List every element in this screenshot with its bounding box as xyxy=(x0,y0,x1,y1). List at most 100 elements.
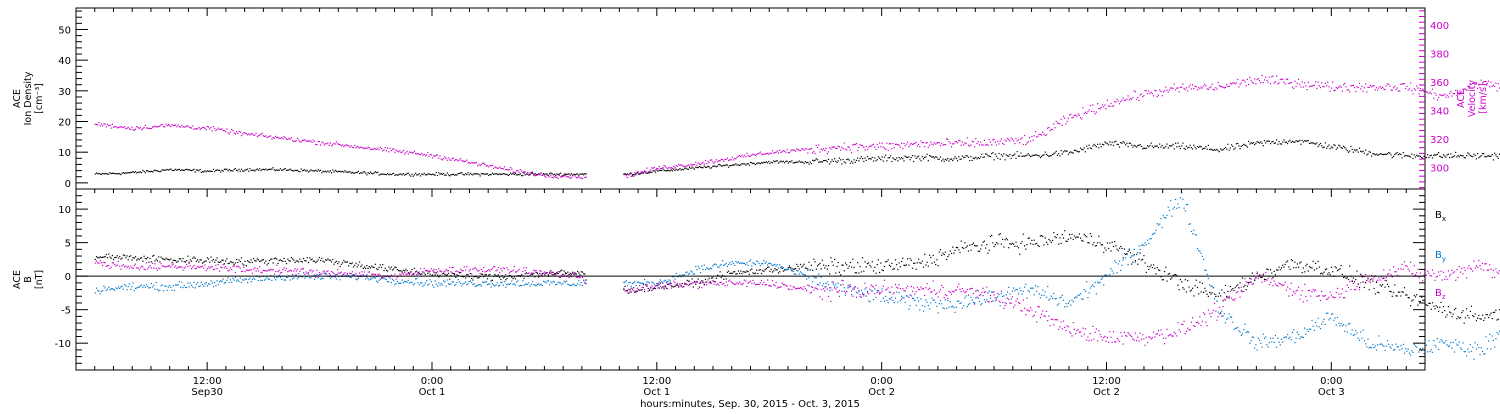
data-point xyxy=(387,148,388,149)
data-point xyxy=(154,260,155,261)
data-point xyxy=(1204,148,1205,149)
data-point xyxy=(1040,157,1041,158)
data-point xyxy=(777,269,778,270)
data-point xyxy=(192,258,193,259)
data-point xyxy=(1134,90,1135,91)
data-point xyxy=(900,147,901,148)
data-point xyxy=(379,149,380,150)
data-point xyxy=(129,256,130,257)
data-point xyxy=(1019,142,1020,143)
data-point xyxy=(577,271,578,272)
data-point xyxy=(662,168,663,169)
data-point xyxy=(933,255,934,256)
data-point xyxy=(832,146,833,147)
data-point xyxy=(891,161,892,162)
data-point xyxy=(840,150,841,151)
data-point xyxy=(458,160,459,161)
data-point xyxy=(441,173,442,174)
data-point xyxy=(533,175,534,176)
data-point xyxy=(1202,149,1203,150)
data-point xyxy=(878,156,879,157)
data-point xyxy=(241,135,242,136)
data-point xyxy=(206,171,207,172)
data-point xyxy=(432,274,433,275)
data-point xyxy=(984,156,985,157)
data-point xyxy=(1224,292,1225,293)
data-point xyxy=(1331,88,1332,89)
data-point xyxy=(888,150,889,151)
data-point xyxy=(181,169,182,170)
data-point xyxy=(727,164,728,165)
data-point xyxy=(484,174,485,175)
data-point xyxy=(1008,156,1009,157)
data-point xyxy=(477,277,478,278)
data-point xyxy=(403,173,404,174)
data-point xyxy=(514,174,515,175)
data-point xyxy=(729,165,730,166)
data-point xyxy=(1102,104,1103,105)
data-point xyxy=(772,271,773,272)
data-point xyxy=(1279,141,1280,142)
data-point xyxy=(895,259,896,260)
data-point xyxy=(825,148,826,149)
data-point xyxy=(642,289,643,290)
data-point xyxy=(874,157,875,158)
data-point xyxy=(1166,281,1167,282)
data-point xyxy=(1299,262,1300,263)
data-point xyxy=(1126,99,1127,100)
data-point xyxy=(1333,90,1334,91)
data-point xyxy=(1358,87,1359,88)
data-point xyxy=(335,170,336,171)
data-point xyxy=(347,172,348,173)
data-point xyxy=(285,261,286,262)
data-point xyxy=(252,170,253,171)
data-point xyxy=(174,170,175,171)
data-point xyxy=(1118,144,1119,145)
data-point xyxy=(1370,279,1371,280)
data-point xyxy=(221,170,222,171)
data-point xyxy=(500,168,501,169)
data-point xyxy=(583,273,584,274)
data-point xyxy=(230,261,231,262)
data-point xyxy=(544,176,545,177)
data-point xyxy=(567,272,568,273)
data-point xyxy=(677,166,678,167)
data-point xyxy=(1299,84,1300,85)
data-point xyxy=(399,150,400,151)
data-point xyxy=(398,174,399,175)
data-point xyxy=(1199,282,1200,283)
data-point xyxy=(906,264,907,265)
data-point xyxy=(347,145,348,146)
data-point xyxy=(327,258,328,259)
data-point xyxy=(1434,308,1435,309)
data-point xyxy=(135,129,136,130)
data-point xyxy=(713,281,714,282)
data-point xyxy=(238,259,239,260)
data-point xyxy=(1355,279,1356,280)
data-point xyxy=(542,273,543,274)
data-point xyxy=(729,159,730,160)
data-point xyxy=(952,160,953,161)
data-point xyxy=(1029,137,1030,138)
data-point xyxy=(1384,89,1385,90)
data-point xyxy=(405,269,406,270)
data-point xyxy=(871,266,872,267)
data-point xyxy=(1358,152,1359,153)
data-point xyxy=(1324,147,1325,148)
data-point xyxy=(1196,148,1197,149)
data-point xyxy=(666,288,667,289)
data-point xyxy=(240,171,241,172)
data-point xyxy=(497,168,498,169)
data-point xyxy=(386,270,387,271)
data-point xyxy=(364,171,365,172)
data-point xyxy=(118,258,119,259)
data-point xyxy=(1305,265,1306,266)
data-point xyxy=(377,148,378,149)
data-point xyxy=(128,172,129,173)
data-point xyxy=(466,160,467,161)
data-point xyxy=(164,126,165,127)
data-point xyxy=(1014,154,1015,155)
data-point xyxy=(137,172,138,173)
data-point xyxy=(892,269,893,270)
data-point xyxy=(180,127,181,128)
